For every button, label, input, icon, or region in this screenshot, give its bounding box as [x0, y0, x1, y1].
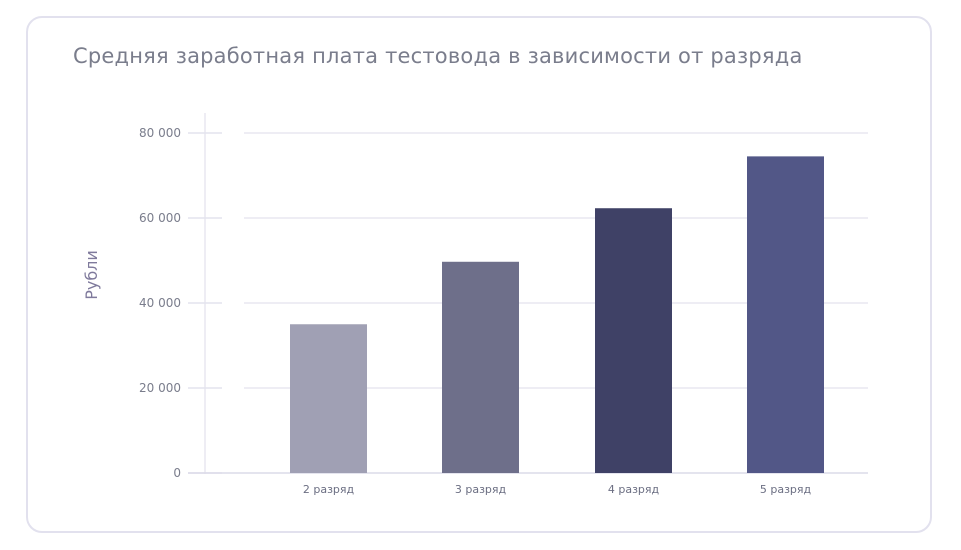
chart-card — [26, 16, 932, 533]
y-tick-label: 40 000 — [139, 296, 181, 310]
bar-4 — [595, 208, 672, 473]
chart-title: Средняя заработная плата тестовода в зав… — [73, 44, 803, 68]
x-tick-label: 3 разряд — [455, 483, 507, 496]
y-axis-label: Рубли — [82, 250, 101, 300]
y-tick-label: 0 — [173, 466, 181, 480]
bar-5 — [747, 156, 824, 473]
bar-2 — [290, 324, 367, 473]
x-tick-label: 4 разряд — [608, 483, 660, 496]
y-tick-label: 60 000 — [139, 211, 181, 225]
x-tick-label: 5 разряд — [760, 483, 812, 496]
y-tick-label: 80 000 — [139, 126, 181, 140]
bar-3 — [442, 261, 519, 473]
y-tick-label: 20 000 — [139, 381, 181, 395]
x-tick-label: 2 разряд — [303, 483, 355, 496]
